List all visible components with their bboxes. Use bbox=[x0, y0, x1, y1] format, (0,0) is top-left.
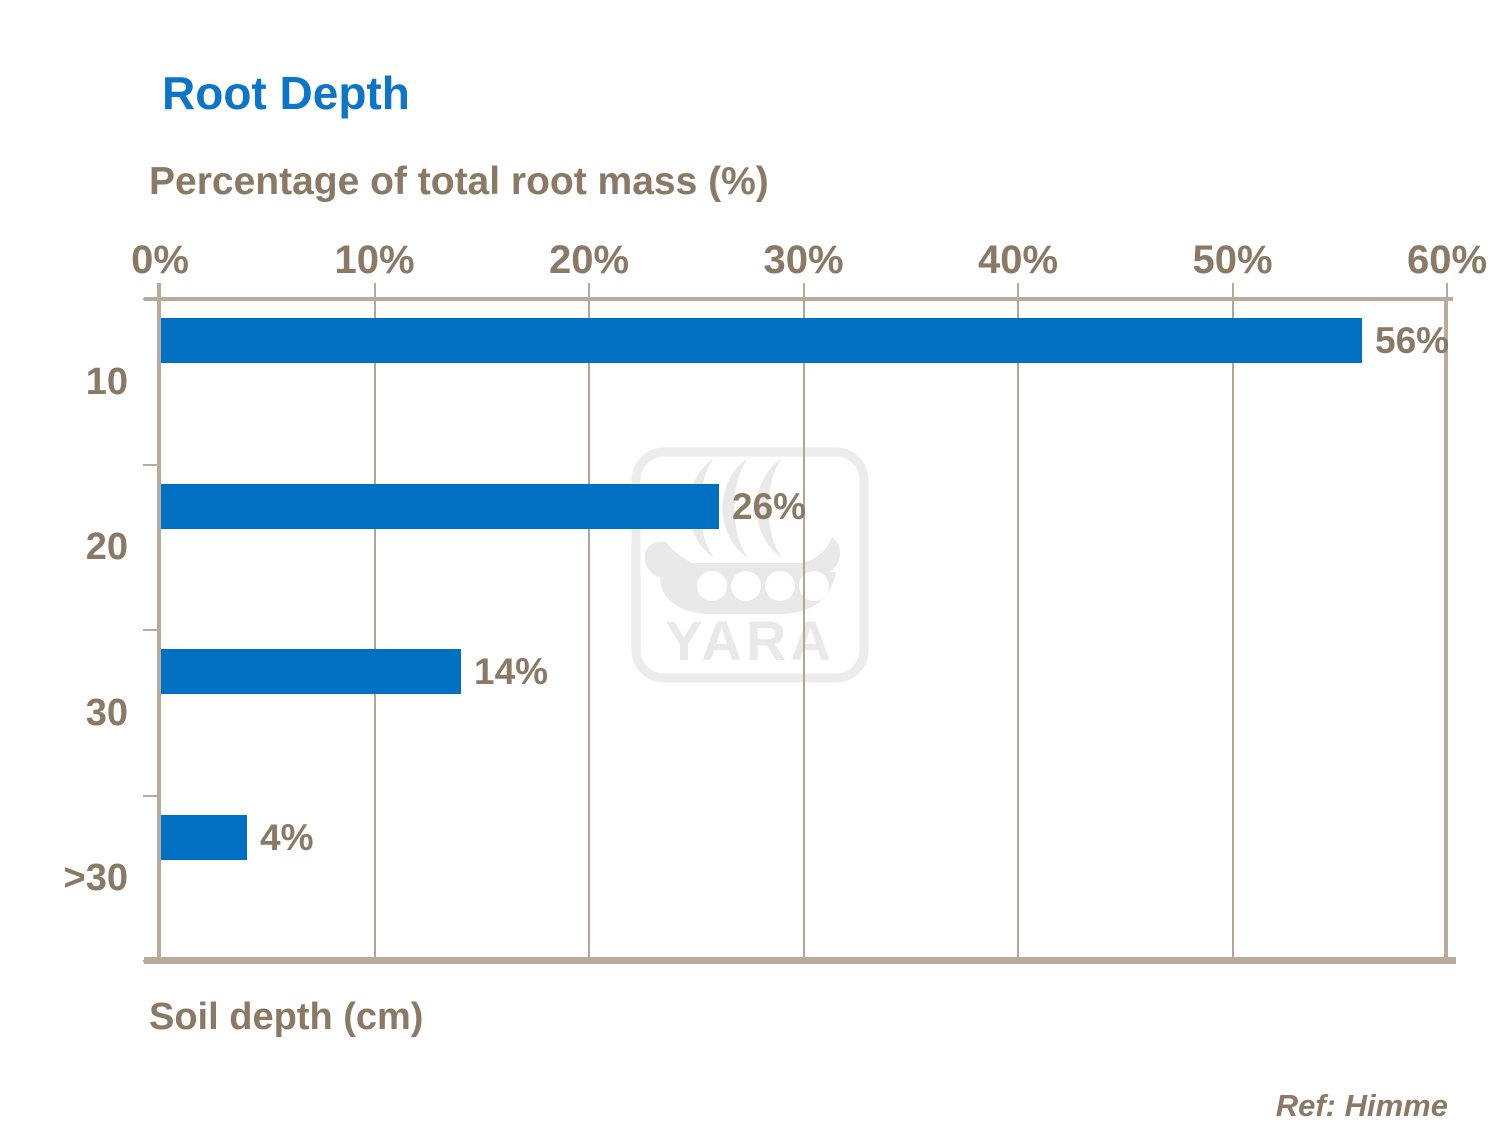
y-axis-tick bbox=[143, 298, 160, 300]
y-axis-category-label: >30 bbox=[63, 857, 128, 899]
bar-value-label: 4% bbox=[260, 817, 314, 858]
x-axis-tick bbox=[588, 283, 590, 298]
gridline bbox=[373, 300, 376, 958]
y-axis-category-label: 20 bbox=[85, 526, 128, 568]
y-axis-line bbox=[157, 283, 161, 962]
yara-logo-watermark: YARA bbox=[631, 447, 869, 683]
reference-text: Ref: Himme bbox=[1275, 1088, 1448, 1123]
plot-bottom-border bbox=[144, 957, 1456, 964]
bar-value-label: 26% bbox=[732, 486, 807, 527]
bar->30 bbox=[161, 815, 247, 860]
y-axis-tick bbox=[143, 629, 160, 631]
bar-30 bbox=[161, 649, 461, 694]
y-axis-tick bbox=[143, 794, 160, 797]
x-axis-tick bbox=[1017, 283, 1019, 298]
x-axis-title: Percentage of total root mass (%) bbox=[149, 160, 769, 203]
x-axis-tick-label: 10% bbox=[334, 238, 415, 282]
x-axis-tick-label: 60% bbox=[1406, 238, 1488, 282]
x-axis-tick-label: 0% bbox=[131, 238, 189, 282]
x-axis-tick bbox=[373, 283, 376, 298]
x-axis-tick-label: 40% bbox=[977, 238, 1059, 282]
watermark-border bbox=[631, 447, 869, 683]
y-axis-tick bbox=[143, 463, 160, 466]
x-axis-line bbox=[144, 297, 1453, 301]
gridline bbox=[1017, 300, 1019, 958]
shield-holes bbox=[697, 571, 829, 601]
bar-10 bbox=[161, 318, 1362, 363]
x-axis-tick bbox=[159, 283, 161, 298]
y-axis-category-label: 10 bbox=[85, 361, 128, 403]
bar-20 bbox=[161, 484, 719, 529]
gridline bbox=[1231, 300, 1234, 958]
plot-right-border bbox=[1444, 297, 1448, 962]
x-axis-tick bbox=[1446, 283, 1448, 298]
watermark-wordmark: YARA bbox=[665, 609, 835, 672]
gridline bbox=[588, 300, 590, 958]
bar-value-label: 56% bbox=[1375, 320, 1450, 361]
x-axis-tick bbox=[1231, 283, 1234, 298]
gridline bbox=[802, 300, 805, 958]
y-axis-category-label: 30 bbox=[85, 692, 128, 734]
x-axis-tick-label: 50% bbox=[1192, 238, 1273, 282]
x-axis-tick-label: 30% bbox=[763, 238, 844, 282]
chart-title: Root Depth bbox=[162, 67, 410, 119]
y-axis-tick bbox=[143, 960, 160, 962]
y-axis-title: Soil depth (cm) bbox=[149, 996, 424, 1038]
bar-value-label: 14% bbox=[474, 651, 549, 692]
x-axis-tick-label: 20% bbox=[548, 238, 630, 282]
x-axis-tick bbox=[802, 283, 805, 298]
